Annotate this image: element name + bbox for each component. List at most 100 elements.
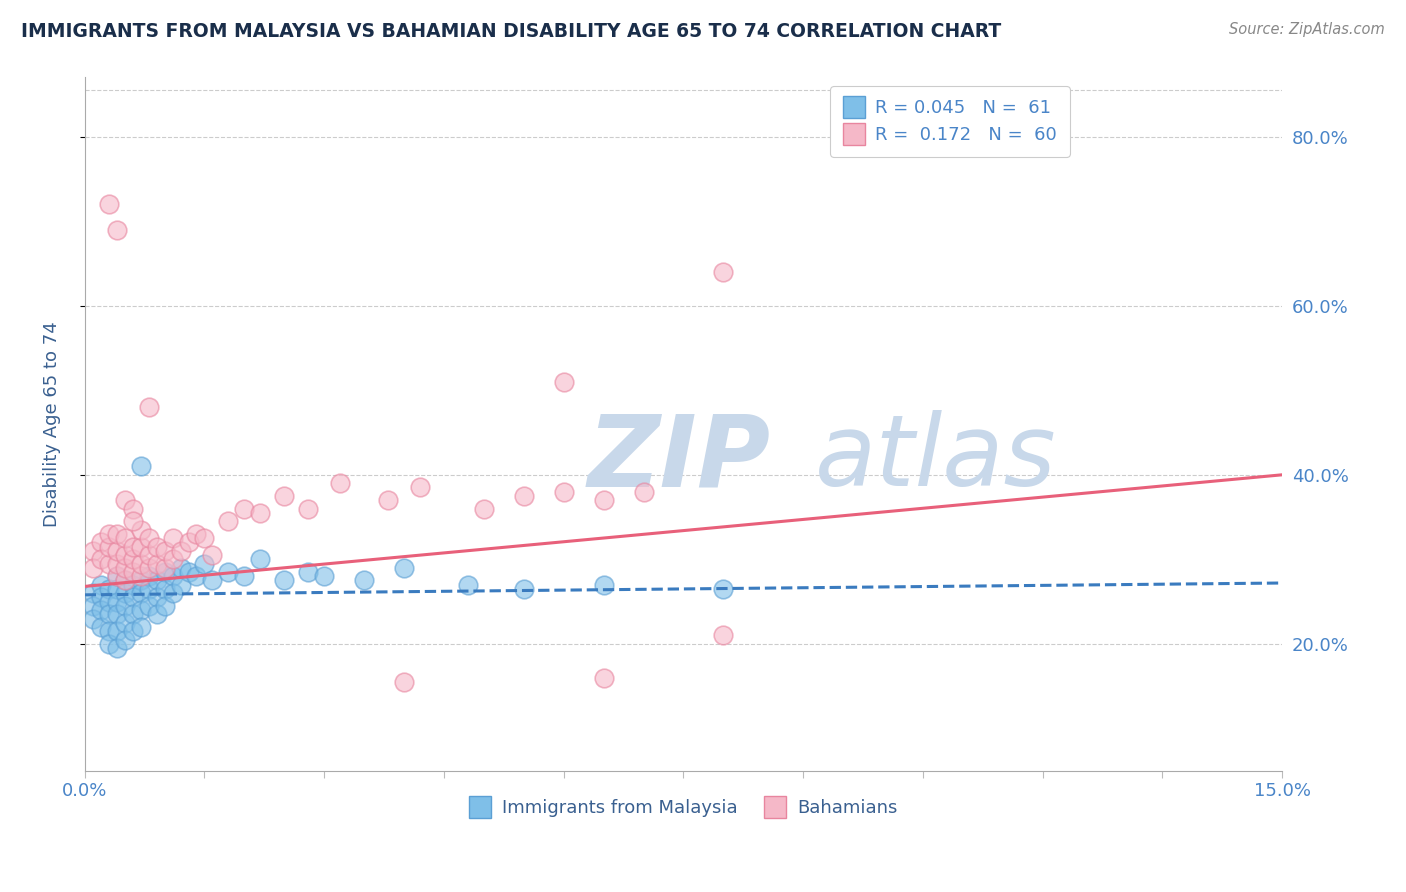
Point [90,603,112,617]
Point [169,577,191,591]
Point [121,624,143,639]
Point [186,569,208,583]
Point [105,527,128,541]
Point [97,557,120,571]
Point [314,569,336,583]
Point [162,569,184,583]
Point [457,577,479,591]
Point [592,577,614,591]
Point [177,535,200,549]
Point [633,484,655,499]
Point [377,493,399,508]
Point [713,582,735,596]
Point [97,594,120,608]
Point [121,552,143,566]
Point [90,577,112,591]
Point [169,544,191,558]
Point [138,599,160,613]
Point [129,459,152,474]
Text: Source: ZipAtlas.com: Source: ZipAtlas.com [1229,22,1385,37]
Point [392,561,415,575]
Point [273,574,295,588]
Point [713,628,735,642]
Point [121,540,143,554]
Point [114,548,136,562]
Point [162,531,184,545]
Point [249,506,271,520]
Point [153,582,176,596]
Point [162,586,184,600]
Point [138,531,160,545]
Point [177,565,200,579]
Point [105,641,128,656]
Point [129,569,152,583]
Point [97,197,120,211]
Point [138,548,160,562]
Point [409,480,432,494]
Point [129,586,152,600]
Point [82,561,104,575]
Point [153,599,176,613]
Point [82,586,104,600]
Point [114,531,136,545]
Point [233,501,256,516]
Point [90,552,112,566]
Point [217,514,239,528]
Point [329,476,352,491]
Point [114,574,136,588]
Point [592,671,614,685]
Point [186,527,208,541]
Point [162,552,184,566]
Point [90,591,112,605]
Point [90,535,112,549]
Point [105,222,128,236]
Point [553,484,575,499]
Point [129,574,152,588]
Point [169,561,191,575]
Point [145,574,167,588]
Point [121,565,143,579]
Point [145,607,167,622]
Point [249,552,271,566]
Point [114,632,136,647]
Point [97,527,120,541]
Point [145,540,167,554]
Point [129,557,152,571]
Point [217,565,239,579]
Point [153,544,176,558]
Point [145,557,167,571]
Point [114,615,136,630]
Point [138,569,160,583]
Point [105,582,128,596]
Point [114,561,136,575]
Point [138,582,160,596]
Y-axis label: Disability Age 65 to 74: Disability Age 65 to 74 [44,321,60,527]
Point [105,569,128,583]
Point [82,611,104,625]
Point [513,489,536,503]
Point [97,582,120,596]
Point [105,544,128,558]
Point [138,400,160,414]
Point [129,523,152,537]
Point [193,531,215,545]
Point [82,544,104,558]
Point [233,569,256,583]
Point [114,574,136,588]
Point [472,501,495,516]
Point [353,574,375,588]
Point [121,591,143,605]
Point [121,577,143,591]
Point [105,594,128,608]
Point [553,375,575,389]
Point [97,607,120,622]
Point [145,591,167,605]
Text: atlas: atlas [815,410,1057,508]
Point [138,561,160,575]
Legend: Immigrants from Malaysia, Bahamians: Immigrants from Malaysia, Bahamians [463,791,904,824]
Point [129,540,152,554]
Point [105,557,128,571]
Point [713,265,735,279]
Point [201,548,224,562]
Point [513,582,536,596]
